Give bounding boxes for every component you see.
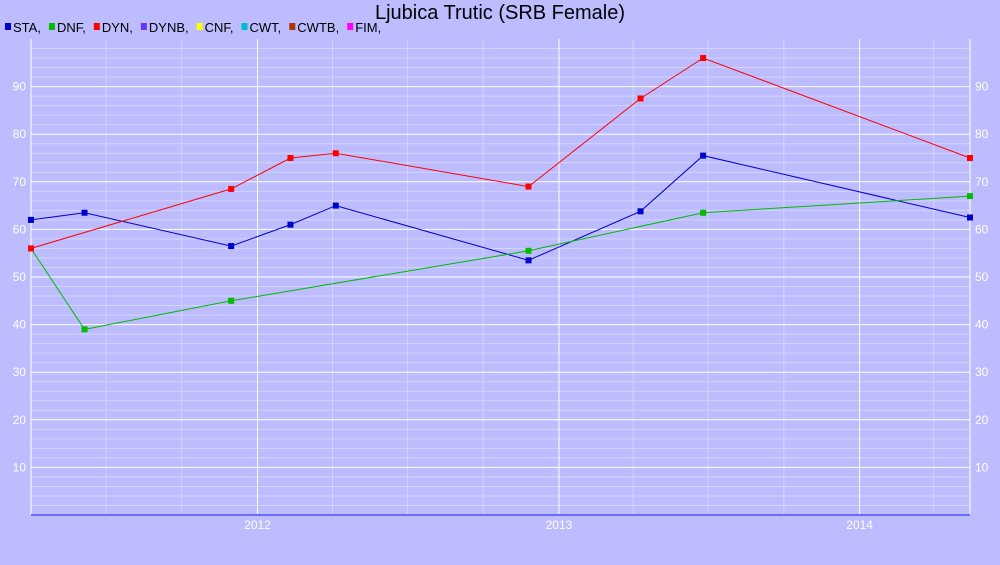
data-point-dyn (228, 185, 235, 192)
y-tick-label-right: 10 (975, 460, 989, 474)
data-point-dyn (332, 150, 339, 157)
y-tick-label-right: 80 (975, 127, 989, 141)
data-point-dyn (525, 183, 532, 190)
x-tick-label: 2012 (244, 518, 271, 532)
legend-label-sta: STA, (13, 20, 41, 35)
data-point-sta (228, 243, 235, 250)
data-point-dnf (525, 247, 532, 254)
data-point-sta (967, 214, 973, 221)
legend-label-dyn: DYN, (102, 20, 133, 35)
y-tick-label-right: 20 (975, 413, 989, 427)
y-tick-label-left: 90 (13, 80, 27, 94)
data-point-dyn (700, 55, 707, 62)
y-tick-label-left: 60 (13, 222, 27, 236)
y-tick-label-right: 50 (975, 270, 989, 284)
series-line-dnf (30, 195, 971, 330)
legend-label-cwtb: CWTB, (297, 20, 339, 35)
data-point-dyn (28, 245, 34, 252)
legend-label-fim: FIM, (355, 20, 381, 35)
x-tick-label: 2013 (546, 518, 573, 532)
y-tick-label-right: 40 (975, 318, 989, 332)
y-tick-label-right: 90 (975, 80, 989, 94)
data-point-dnf (967, 193, 973, 200)
data-point-dyn (637, 95, 644, 102)
data-point-dnf (228, 297, 235, 304)
y-tick-label-left: 10 (13, 460, 27, 474)
data-point-sta (332, 202, 339, 209)
legend: STA, DNF, DYN, DYNB, CNF, CWT, CWTB, FIM, (5, 20, 381, 35)
legend-swatch-dyn (93, 23, 100, 30)
data-point-dnf (81, 326, 88, 333)
legend-label-cwt: CWT, (250, 20, 282, 35)
legend-swatch-sta (5, 23, 11, 30)
y-tick-label-left: 70 (13, 175, 27, 189)
series-group (28, 55, 973, 333)
data-point-sta (28, 216, 34, 223)
axes (30, 39, 971, 516)
data-point-dyn (967, 155, 973, 161)
tick-labels: 10 10 20 20 30 30 40 40 50 50 60 60 70 70 80 80 90 90 2012… (13, 80, 989, 532)
legend-swatch-dynb (140, 23, 147, 30)
legend-swatch-cwt (241, 23, 248, 30)
grid (31, 39, 970, 515)
legend-swatch-cwtb (289, 23, 296, 30)
data-point-dnf (700, 209, 707, 216)
x-tick-label: 2014 (846, 518, 873, 532)
data-point-sta (637, 208, 644, 215)
y-tick-label-left: 20 (13, 413, 27, 427)
legend-swatch-cnf (196, 23, 203, 30)
series-line-dyn (30, 57, 971, 249)
legend-label-dnf: DNF, (57, 20, 86, 35)
y-tick-label-left: 30 (13, 365, 27, 379)
data-point-sta (287, 221, 294, 228)
legend-swatch-fim (347, 23, 354, 30)
data-point-sta (81, 209, 88, 216)
data-point-sta (700, 152, 707, 159)
legend-label-dynb: DYNB, (149, 20, 189, 35)
y-tick-label-left: 80 (13, 127, 27, 141)
y-tick-label-right: 60 (975, 222, 989, 236)
y-tick-label-right: 30 (975, 365, 989, 379)
y-tick-label-left: 50 (13, 270, 27, 284)
chart-title: Ljubica Trutic (SRB Female) (375, 2, 625, 24)
legend-swatch-dnf (48, 23, 55, 30)
legend-label-cnf: CNF, (205, 20, 234, 35)
data-point-dyn (287, 155, 294, 161)
y-tick-label-left: 40 (13, 318, 27, 332)
y-tick-label-right: 70 (975, 175, 989, 189)
data-point-sta (525, 257, 532, 264)
